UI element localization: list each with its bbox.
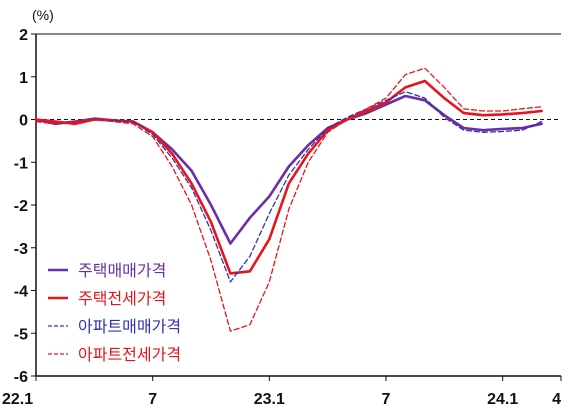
x-tick-label: 4 (552, 391, 561, 408)
unit-label: (%) (32, 7, 54, 23)
x-tick-label: 7 (382, 391, 391, 408)
series-line-4 (35, 67, 543, 332)
x-tick-label: 24.1 (487, 391, 518, 408)
legend-label-1: 주택매매가격 (78, 261, 166, 280)
series-line-3 (35, 91, 543, 283)
y-tick-label: 1 (19, 70, 28, 87)
x-tick-label: 7 (148, 391, 157, 408)
series-layer (34, 67, 543, 332)
y-tick-label: 2 (19, 27, 28, 44)
y-tick-label: -4 (14, 284, 28, 301)
series-line-1 (34, 94, 543, 245)
legend-label-3: 아파트매매가격 (78, 317, 181, 336)
y-tick-label: 0 (19, 113, 28, 130)
y-tick-label: -2 (14, 198, 28, 215)
series-line-2 (34, 79, 543, 275)
legend-label-2: 주택전세가격 (78, 289, 166, 308)
y-tick-label: -3 (14, 241, 28, 258)
y-tick-label: -6 (14, 369, 28, 386)
x-tick-label: 22.1 (2, 391, 33, 408)
y-tick-label: -5 (14, 326, 28, 343)
legend-label-4: 아파트전세가격 (78, 345, 181, 364)
y-tick-label: -1 (14, 155, 28, 172)
x-tick-label: 23.1 (254, 391, 285, 408)
axes-layer: (%)2 1 0 -1 -2 -3 -4 -5 -6 22.1 7 23.1 7 24.1 4 (2, 7, 562, 408)
